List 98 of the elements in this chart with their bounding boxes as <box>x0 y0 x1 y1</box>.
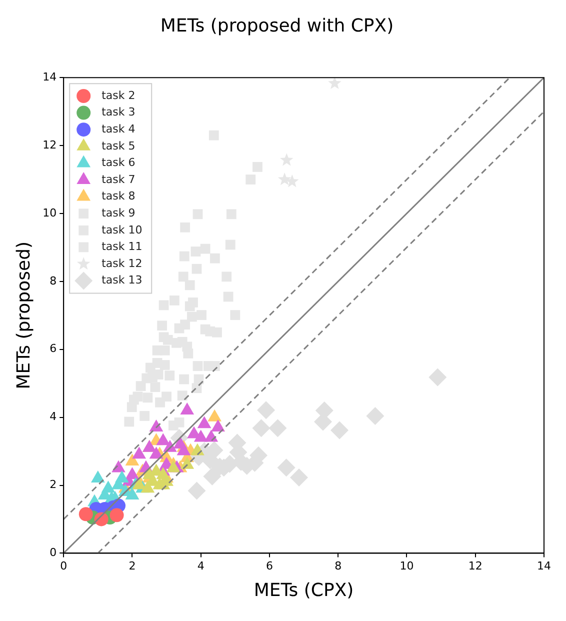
point <box>168 420 178 430</box>
legend-label: task 5 <box>102 139 136 152</box>
point <box>226 209 236 220</box>
y-tick-label: 10 <box>42 206 57 220</box>
y-tick-label: 2 <box>50 478 57 492</box>
x-tick-label: 6 <box>266 560 273 573</box>
point <box>156 477 170 490</box>
point <box>225 240 236 250</box>
legend-label: task 6 <box>102 156 136 170</box>
point <box>145 362 156 373</box>
point <box>268 419 287 438</box>
point <box>257 401 276 420</box>
point <box>192 361 203 371</box>
point <box>194 430 208 442</box>
point <box>252 162 262 172</box>
point <box>192 209 203 220</box>
point <box>124 416 134 427</box>
x-tick-label: 4 <box>197 560 204 573</box>
y-tick-label: 6 <box>50 342 57 356</box>
x-tick-label: 8 <box>334 560 342 573</box>
y-axis-title: METs (proposed) <box>13 241 34 390</box>
legend-label: task 3 <box>102 106 136 119</box>
point <box>366 406 384 425</box>
point <box>177 390 188 401</box>
legend-label: task 2 <box>102 88 136 102</box>
x-tick-label: 10 <box>400 560 414 573</box>
legend-label: task 13 <box>102 274 142 287</box>
point <box>90 470 105 482</box>
point <box>328 78 342 90</box>
point <box>180 222 190 232</box>
point <box>277 458 296 477</box>
point <box>428 368 447 386</box>
legend-label: task 12 <box>102 256 142 270</box>
point <box>136 381 146 392</box>
y-tick-label: 14 <box>42 70 57 84</box>
point <box>150 382 160 392</box>
point <box>142 467 156 480</box>
y-tick-label: 12 <box>42 138 57 152</box>
legend-label: task 10 <box>102 223 142 236</box>
point <box>278 172 292 186</box>
point <box>184 301 195 312</box>
x-tick-label: 14 <box>537 560 551 573</box>
legend-label: task 4 <box>102 122 136 136</box>
point <box>115 470 129 482</box>
point <box>230 310 240 320</box>
point <box>179 374 189 384</box>
point <box>280 153 294 166</box>
point <box>158 300 169 310</box>
point <box>158 332 169 342</box>
point <box>200 324 210 334</box>
point <box>157 320 168 331</box>
point <box>186 312 197 322</box>
point <box>200 244 210 254</box>
point <box>208 130 219 140</box>
point <box>142 392 153 403</box>
point <box>246 174 256 184</box>
point <box>125 453 140 466</box>
point <box>210 253 220 264</box>
point <box>166 460 180 472</box>
legend-label: task 11 <box>102 240 142 254</box>
y-tick-label: 0 <box>50 546 57 560</box>
legend-label: task 9 <box>102 206 136 220</box>
point <box>252 419 270 438</box>
point <box>160 360 170 370</box>
point <box>196 310 206 320</box>
point <box>190 443 204 456</box>
point <box>197 416 212 428</box>
point <box>208 409 222 422</box>
point <box>162 392 172 402</box>
point <box>169 296 180 306</box>
point <box>290 468 308 486</box>
point <box>132 446 146 459</box>
y-tick-label: 4 <box>50 410 57 424</box>
point <box>192 264 202 274</box>
chart-title: METs (proposed with CPX) <box>160 15 394 36</box>
point <box>179 251 190 262</box>
point <box>178 272 188 282</box>
point <box>132 392 143 402</box>
point <box>180 402 194 415</box>
point <box>149 446 164 459</box>
point <box>164 370 175 380</box>
legend-label: task 7 <box>102 172 136 186</box>
point <box>156 433 170 446</box>
x-tick-label: 12 <box>468 560 482 573</box>
point <box>180 320 190 330</box>
point <box>184 280 195 290</box>
point <box>203 467 222 486</box>
point <box>330 421 348 440</box>
point <box>188 482 206 500</box>
x-tick-label: 0 <box>60 560 68 573</box>
legend-label: task 8 <box>102 190 136 203</box>
point <box>190 246 201 256</box>
x-axis-title: METs (CPX) <box>254 580 354 601</box>
x-tick-label: 2 <box>128 560 136 573</box>
point <box>223 292 234 302</box>
y-tick-label: 8 <box>50 274 57 288</box>
point <box>140 411 150 421</box>
point <box>222 272 232 282</box>
